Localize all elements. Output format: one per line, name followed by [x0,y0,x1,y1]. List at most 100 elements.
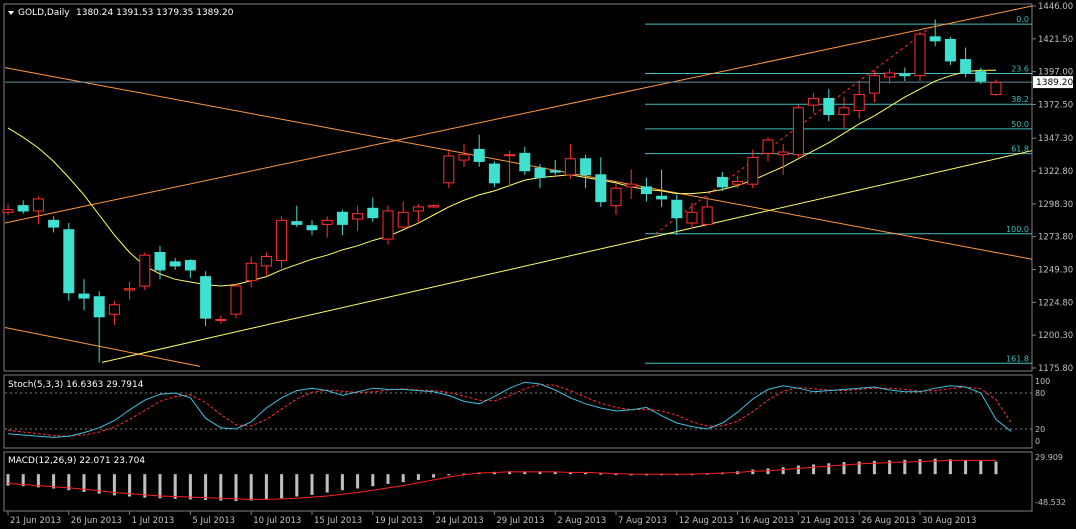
candle [2,204,14,216]
lower-descending-line[interactable] [4,327,201,367]
macd-bar [918,459,922,475]
candle [823,89,835,122]
candle [78,279,90,311]
date-tick-label: 15 Jul 2013 [314,516,362,526]
macd-panel[interactable]: 29.909 -48.532 MACD(12,26,9) 22.071 23.70… [3,451,1066,512]
macd-bar [812,464,816,475]
fib-level-label: 61.8 [1011,145,1029,154]
candle-body [549,170,561,173]
macd-bar [356,474,360,489]
channel-upper-line[interactable] [4,5,1033,224]
macd-bar [340,474,344,491]
candle-body [215,319,227,322]
fib-level-label: 100.0 [1006,225,1029,234]
candle [17,200,29,214]
candle [428,204,440,209]
descending-resistance-line[interactable] [4,67,1033,260]
candle [701,196,713,225]
candle-body [276,219,288,262]
candle-body [762,139,774,154]
candle [367,197,379,222]
candle [975,67,987,84]
candle [184,259,196,278]
candle-body [108,304,120,315]
candle [245,256,257,288]
candle [215,315,227,324]
macd-bar [36,474,40,488]
candle-body [808,97,820,106]
price-axis: 1446.00 1421.50 1397.00 1372.50 1347.30 1322.… [1032,2,1073,374]
candle [276,216,288,269]
macd-bar [568,472,572,475]
candle [352,205,364,232]
candle-body [716,176,728,188]
candle-body [412,206,424,212]
candle-body [428,205,440,208]
candle [929,19,941,47]
candle [230,283,242,319]
macd-bar [492,471,496,475]
candle-body [519,152,531,172]
candle-body [139,254,151,287]
candle-body [838,107,850,116]
macd-bar [781,467,785,475]
macd-bar [173,474,177,499]
candle [443,149,455,189]
ohlc-values: 1380.24 1391.53 1379.35 1389.20 [76,8,234,18]
macd-bar [948,459,952,475]
trend-lines[interactable] [4,5,1033,367]
fib-level-label: 0.0 [1016,15,1029,24]
date-tick-label: 21 Aug 2013 [800,516,854,526]
macd-signal-polyline [7,459,996,500]
date-tick-label: 12 Aug 2013 [679,516,733,526]
candle-body [291,221,303,225]
candle-body [914,33,926,77]
rising-support-line[interactable] [101,150,1033,363]
date-tick-label: 30 Aug 2013 [922,516,976,526]
candle-body [960,59,972,74]
dropdown-triangle-icon[interactable] [8,11,14,15]
macd-bar [158,474,162,499]
macd-bar [310,474,314,495]
candle [139,252,151,291]
candle-body [792,107,804,156]
macd-bar [325,474,329,493]
price-tick-label: 1273.80 [1038,233,1073,243]
price-tick-label: 1397.00 [1038,68,1073,78]
candle-body [321,219,333,225]
candle-body [884,72,896,78]
price-tick-label: 1224.80 [1038,298,1073,308]
candle-body [564,158,576,176]
moving-average [7,69,996,287]
candle [777,143,789,175]
macd-bar [112,474,116,496]
macd-bar [933,458,937,475]
candle-body [929,36,941,42]
price-tick-label: 1347.30 [1038,134,1073,144]
candle-body [868,75,880,94]
stoch-tick-label: 80 [1035,389,1045,398]
candle-body [367,207,379,219]
candle-body [732,181,744,185]
candle [762,137,774,162]
price-panel[interactable]: 1446.00 1421.50 1397.00 1372.50 1347.30 1322.… [2,2,1073,374]
date-tick-label: 7 Aug 2013 [618,516,667,526]
candle-body [640,186,652,195]
macd-bar [553,471,557,475]
macd-bar [964,459,968,475]
candle-body [853,93,865,112]
stochastic-panel[interactable]: 100 80 20 0 Stoch(5,3,3) 16.6363 29.7914 [3,374,1050,449]
macd-bar [188,474,192,500]
macd-bar [751,469,755,475]
candle [595,157,607,207]
candle-body [488,163,500,184]
candle-body [230,285,242,315]
macd-bar [432,474,436,478]
macd-bar [599,473,603,475]
fibonacci-retracement[interactable]: 0.0 23.6 38.2 50.0 61.8 100.0 161.8 [645,15,1032,364]
date-tick-label: 10 Jul 2013 [253,516,301,526]
macd-bar [219,474,223,501]
macd-bar [508,471,512,475]
candle [458,143,470,167]
